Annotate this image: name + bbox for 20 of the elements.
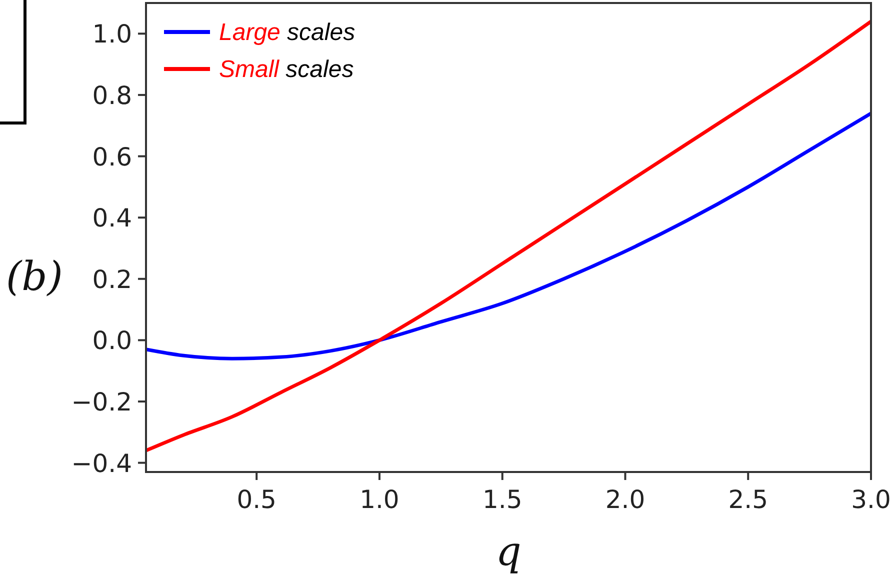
line-series bbox=[144, 112, 873, 360]
y-tick-label: −0.4 bbox=[71, 448, 132, 478]
y-tick-label: 0.0 bbox=[92, 326, 132, 356]
y-tick-label: 0.6 bbox=[92, 142, 132, 172]
x-tick-label: 1.5 bbox=[482, 485, 522, 514]
text: (b) bbox=[6, 254, 63, 300]
x-tick-label: 1.0 bbox=[360, 485, 400, 514]
line-series bbox=[144, 20, 873, 452]
legend-label: Large scales bbox=[219, 19, 356, 46]
x-tick-label: 3.0 bbox=[851, 485, 891, 514]
x-tick-label: 0.5 bbox=[236, 485, 276, 514]
x-axis-title: q bbox=[496, 529, 522, 575]
y-tick-label: 1.0 bbox=[92, 20, 132, 49]
y-tick-label: 0.8 bbox=[92, 80, 132, 110]
y-tick-label: 0.2 bbox=[92, 264, 132, 294]
y-tick-label: 0.4 bbox=[92, 204, 132, 233]
x-tick-label: 2.0 bbox=[605, 485, 646, 514]
y-tick-label: −0.2 bbox=[71, 387, 132, 416]
x-tick-label: 2.5 bbox=[728, 485, 768, 514]
legend-label: Small scales bbox=[219, 56, 354, 83]
